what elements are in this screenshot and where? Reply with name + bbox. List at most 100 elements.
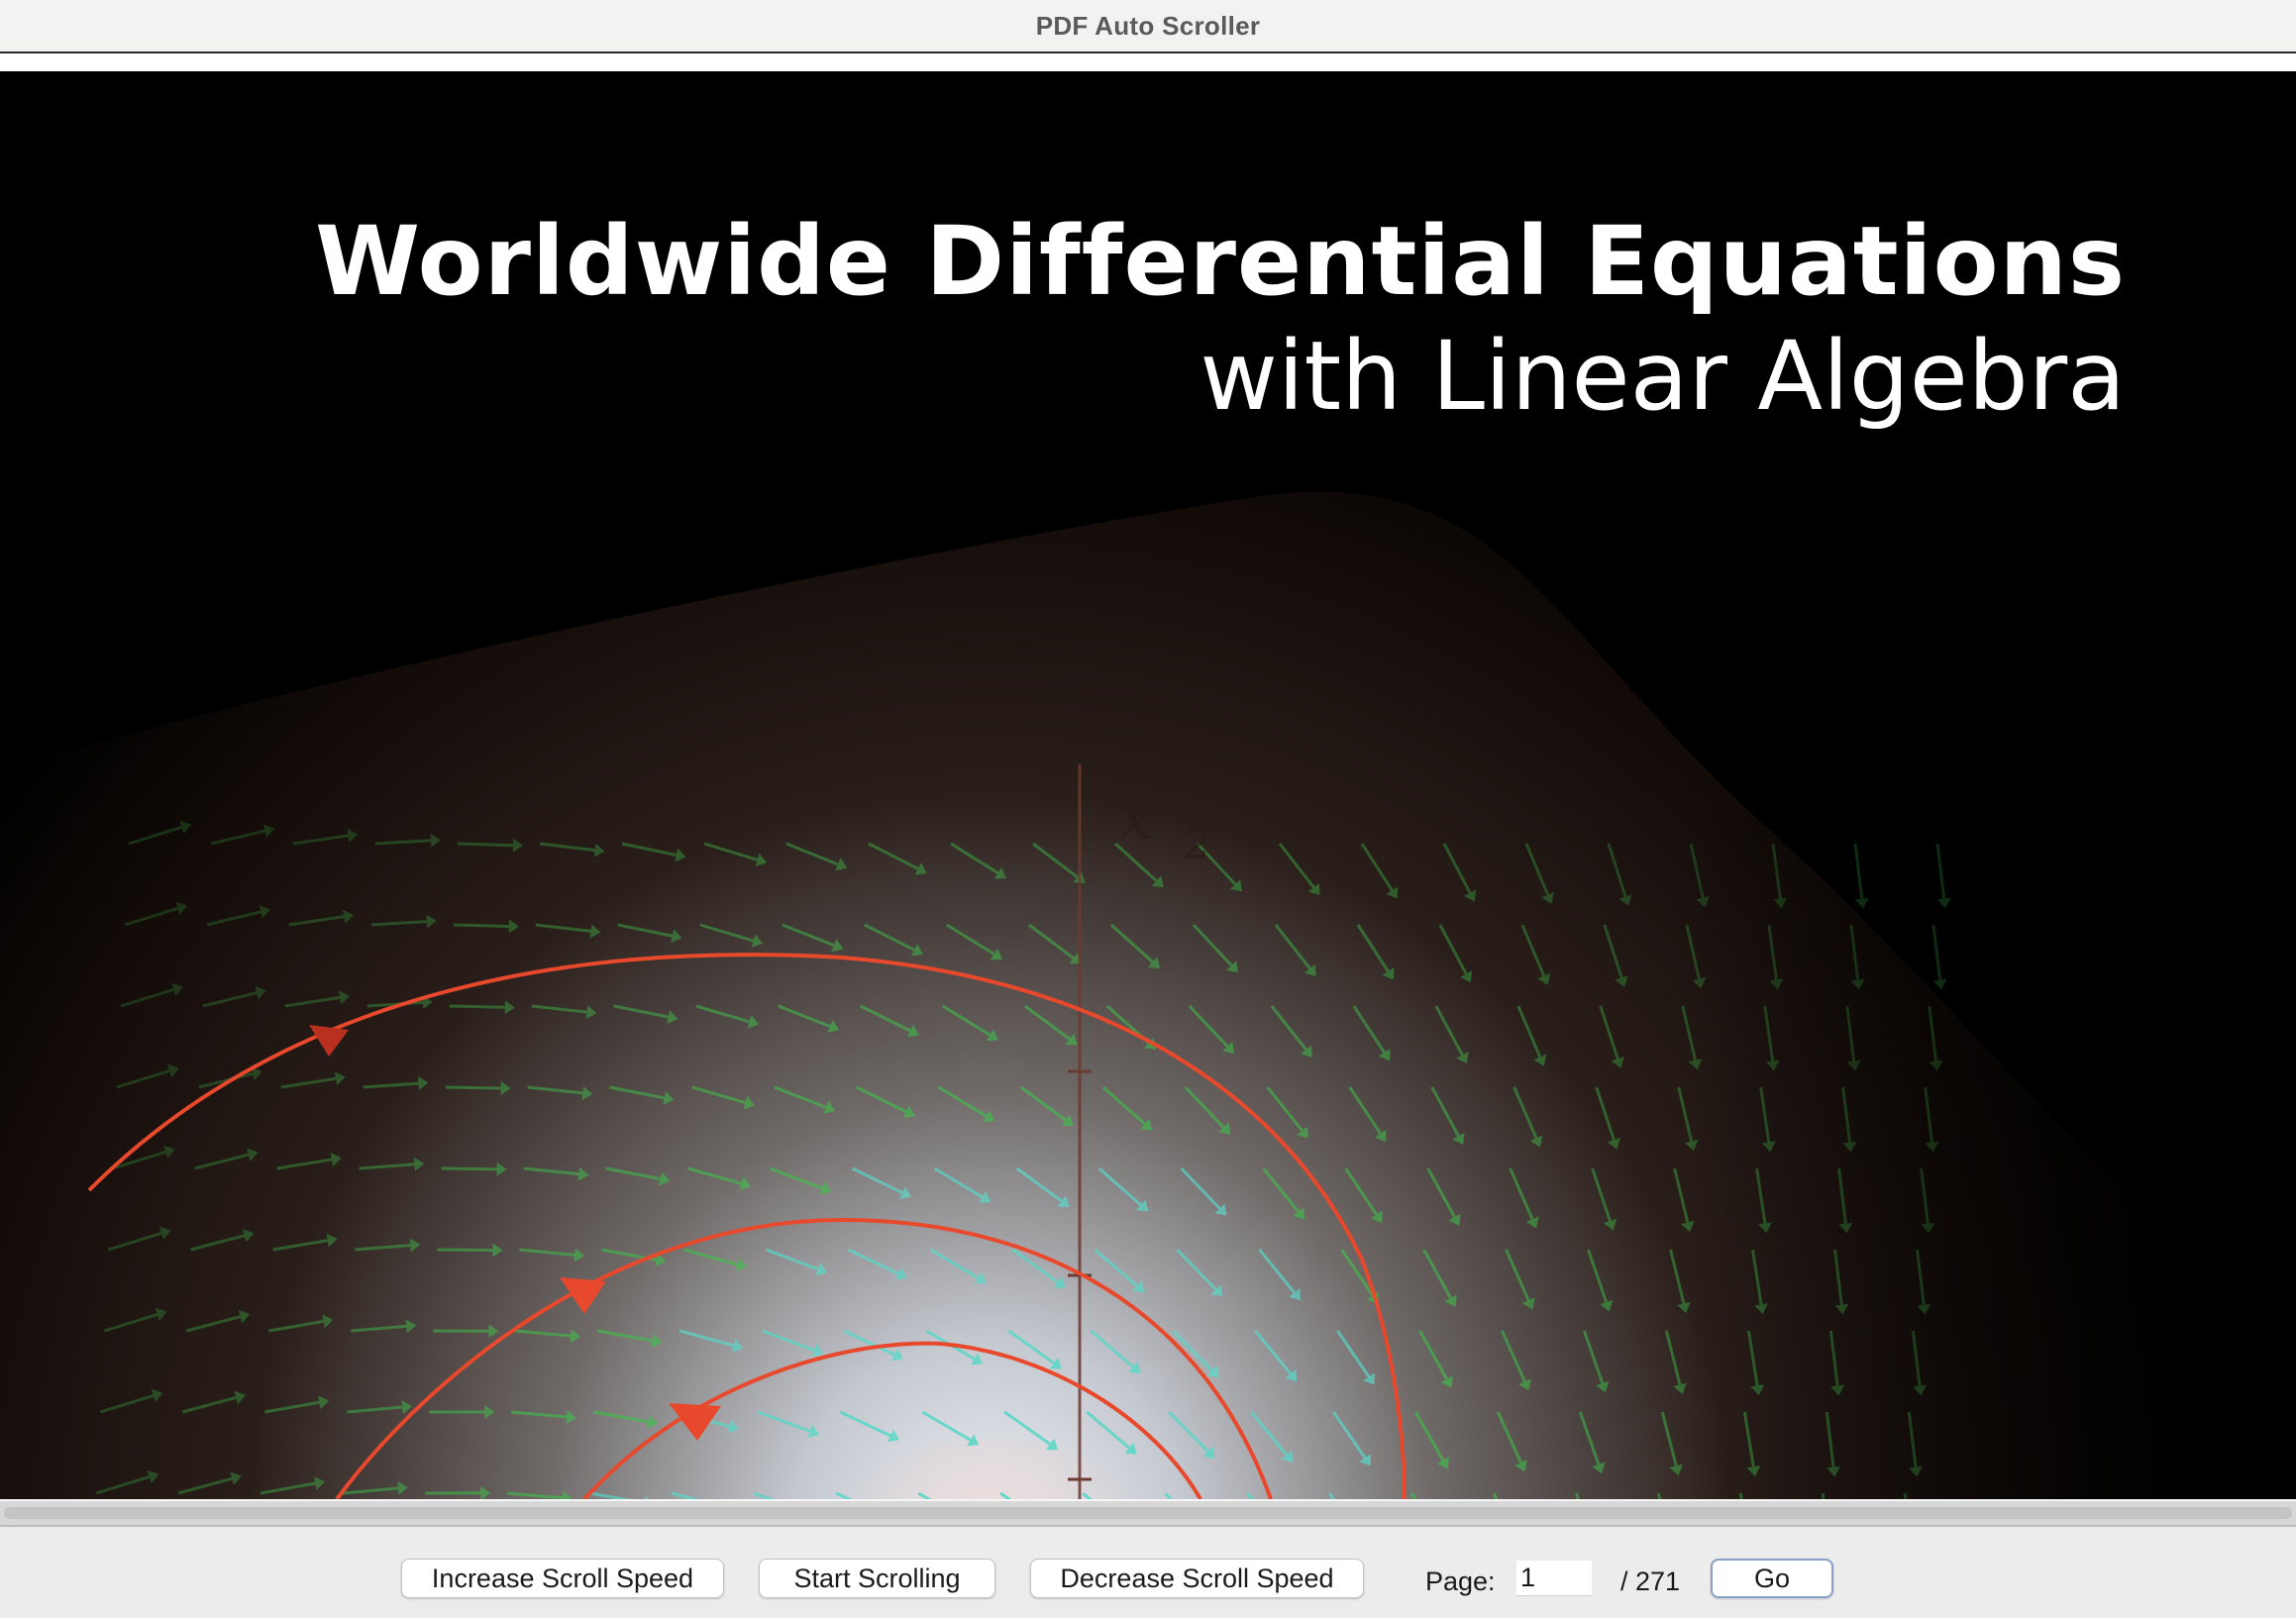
vector-field-arrowhead bbox=[993, 866, 1006, 879]
vector-field-arrowhead bbox=[747, 1015, 760, 1029]
vector-field-arrow bbox=[1513, 1086, 1538, 1139]
vector-field-arrowhead bbox=[1754, 1303, 1768, 1315]
vector-field-arrowhead bbox=[644, 1495, 649, 1499]
vector-field-arrowhead bbox=[1363, 1372, 1375, 1385]
vector-field-arrow bbox=[511, 1410, 568, 1419]
vector-field-arrowhead bbox=[566, 1409, 577, 1424]
vector-field-arrow bbox=[1607, 843, 1627, 897]
vector-field-arrowhead bbox=[1151, 875, 1164, 888]
vector-field-arrow bbox=[1094, 1248, 1138, 1287]
vector-field-arrow bbox=[1837, 1167, 1847, 1224]
start-scrolling-button[interactable]: Start Scrolling bbox=[759, 1559, 995, 1598]
vector-field-arrowhead bbox=[1615, 975, 1628, 987]
vector-field-arrowhead bbox=[247, 1148, 259, 1162]
vector-field-arrow bbox=[1340, 1249, 1375, 1297]
vector-field-arrowhead bbox=[1688, 1058, 1703, 1070]
vector-field-arrowhead bbox=[1936, 897, 1951, 909]
decrease-scroll-speed-button[interactable]: Decrease Scroll Speed bbox=[1030, 1559, 1364, 1598]
vector-field-arrowhead bbox=[1541, 891, 1555, 904]
vector-field-arrowhead bbox=[1281, 1450, 1294, 1463]
page-label: Page: bbox=[1425, 1567, 1496, 1596]
vector-field-arrowhead bbox=[1140, 1118, 1153, 1131]
vector-field-arrowhead bbox=[739, 1176, 752, 1191]
horizontal-scrollbar[interactable] bbox=[0, 1499, 2296, 1527]
go-button[interactable]: Go bbox=[1711, 1559, 1833, 1598]
vector-field-arrowhead bbox=[1374, 1129, 1387, 1143]
vector-field-arrowhead bbox=[986, 1029, 999, 1042]
vector-field-arrowhead bbox=[1285, 1368, 1298, 1382]
vector-field-arrowhead bbox=[910, 943, 923, 957]
window-titlebar[interactable]: PDF Auto Scroller bbox=[0, 0, 2296, 53]
vector-field-arrowhead bbox=[811, 1344, 824, 1358]
vector-field-arrow bbox=[1845, 1005, 1856, 1062]
vector-field-arrowhead bbox=[1757, 1222, 1772, 1234]
vector-field-arrowhead bbox=[1769, 978, 1784, 990]
vector-field-arrow bbox=[363, 1081, 419, 1089]
trajectory-middle bbox=[335, 1217, 1273, 1499]
page-number-input[interactable] bbox=[1516, 1561, 1592, 1596]
vector-field-arrowhead bbox=[574, 1248, 585, 1263]
vector-field-arrow bbox=[1007, 1329, 1055, 1365]
vector-field-arrowhead bbox=[675, 848, 686, 862]
vector-field-arrowhead bbox=[1913, 1384, 1928, 1396]
vector-field-arrow bbox=[198, 1071, 254, 1089]
vector-field-arrowhead bbox=[581, 1085, 593, 1100]
vector-field-arrow bbox=[292, 834, 349, 846]
vector-field-arrowhead bbox=[651, 1334, 663, 1348]
vector-field-arrow bbox=[1516, 1005, 1542, 1059]
scrollbar-thumb[interactable] bbox=[4, 1507, 2292, 1519]
vector-field-arrowhead bbox=[894, 1267, 907, 1280]
pdf-viewer[interactable]: x 2 Worldwide Differential Equations wit… bbox=[0, 71, 2296, 1499]
vector-field-arrow bbox=[703, 842, 759, 861]
vector-field-arrow bbox=[1582, 1330, 1605, 1384]
vector-field-arrow bbox=[1673, 1167, 1690, 1223]
vector-field-arrowhead bbox=[330, 1153, 342, 1166]
vector-field-arrow bbox=[1097, 1166, 1142, 1206]
vector-field-arrowhead bbox=[890, 1348, 903, 1362]
vector-field-arrow bbox=[1595, 1086, 1616, 1141]
vector-field-arrowhead bbox=[401, 1400, 413, 1415]
vector-field-arrowhead bbox=[179, 820, 192, 835]
vector-field-arrow bbox=[1849, 924, 1860, 980]
vector-field-arrowhead bbox=[647, 1414, 659, 1429]
vector-field-arrowhead bbox=[1525, 1216, 1539, 1229]
vector-field-arrow bbox=[1763, 1005, 1775, 1062]
vector-field-arrow bbox=[1771, 843, 1782, 899]
vector-field-arrowhead bbox=[831, 939, 844, 953]
vector-field-arrowhead bbox=[318, 1395, 330, 1410]
vector-field-arrow bbox=[839, 1410, 891, 1438]
vector-field-arrowhead bbox=[1226, 961, 1238, 973]
vector-field-arrowhead bbox=[1206, 1365, 1219, 1378]
vector-field-arrowhead bbox=[1673, 1382, 1687, 1395]
vector-field-arrowhead bbox=[1440, 1375, 1453, 1388]
vector-field-arrowhead bbox=[230, 1471, 242, 1485]
vector-field-arrowhead bbox=[504, 1000, 515, 1015]
vector-field-arrowhead bbox=[397, 1480, 408, 1495]
vector-field-arrow bbox=[359, 1163, 415, 1170]
vector-field-arrowhead bbox=[405, 1319, 417, 1334]
vector-field-arrow bbox=[177, 1476, 233, 1495]
vector-field-arrowhead bbox=[667, 1010, 678, 1024]
vector-field-arrow bbox=[128, 826, 182, 846]
vector-field-arrow bbox=[1689, 843, 1705, 898]
vector-field-arrowhead bbox=[727, 1419, 740, 1434]
vector-field-arrow bbox=[181, 1395, 237, 1414]
trajectory-outer bbox=[87, 953, 1407, 1499]
vector-field-arrowhead bbox=[1147, 957, 1161, 969]
vector-field-arrow bbox=[1352, 1005, 1386, 1054]
vector-field-arrowhead bbox=[1297, 1126, 1308, 1139]
vector-field-arrow bbox=[1011, 1248, 1059, 1283]
vector-field-arrow bbox=[778, 1004, 831, 1028]
vector-field-arrowhead bbox=[1596, 1380, 1610, 1393]
vector-field-arrow bbox=[1360, 843, 1394, 891]
vector-field-arrow bbox=[1828, 1330, 1839, 1386]
vector-field-arrow bbox=[1192, 923, 1233, 966]
vector-field-arrow bbox=[868, 842, 919, 870]
vector-field-arrowhead bbox=[735, 1258, 748, 1271]
vector-field-arrowhead bbox=[484, 1405, 495, 1420]
trajectory-arrowhead bbox=[560, 1277, 606, 1314]
increase-scroll-speed-button[interactable]: Increase Scroll Speed bbox=[401, 1559, 724, 1598]
axis-glyph: x bbox=[1119, 784, 1153, 854]
vector-field-arrowhead bbox=[1909, 1466, 1923, 1477]
vector-field-arrowhead bbox=[755, 853, 768, 866]
